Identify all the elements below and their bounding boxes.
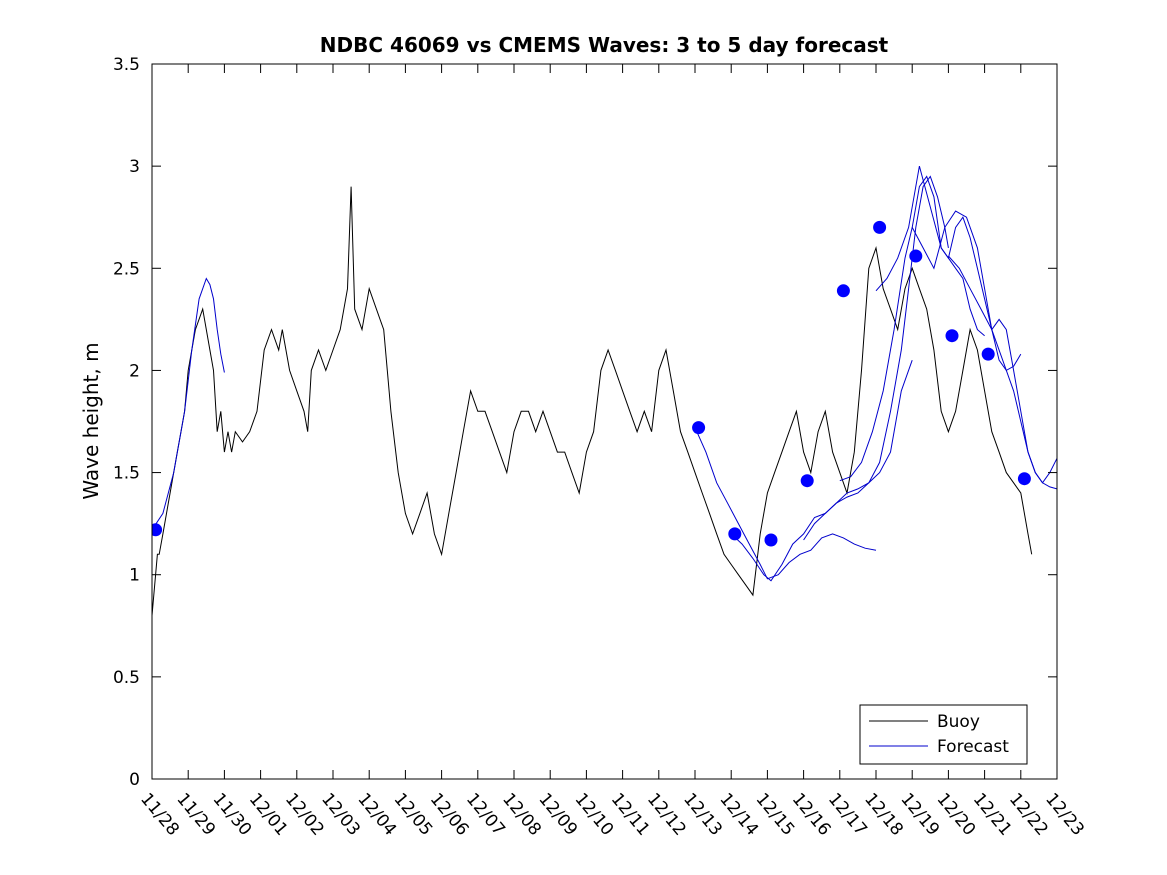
y-tick-label: 0 (129, 770, 140, 790)
forecast-start-marker (836, 284, 850, 298)
forecast-start-marker (1017, 472, 1031, 486)
x-tick-label: 12/12 (643, 789, 690, 839)
x-tick-label: 12/18 (860, 789, 907, 839)
x-tick-label: 12/19 (896, 789, 943, 839)
forecast-start-marker (981, 347, 995, 361)
forecast-start-marker (764, 533, 778, 547)
x-tick-label: 12/16 (788, 789, 835, 839)
forecast-series-line-6 (875, 165, 1022, 372)
x-tick-label: 12/17 (824, 789, 871, 839)
x-tick-label: 12/06 (426, 789, 473, 839)
legend-forecast-label: Forecast (937, 737, 1009, 757)
forecast-series-line-1 (152, 277, 225, 531)
x-tick-label: 12/05 (390, 789, 437, 839)
forecast-series-line-3 (730, 360, 913, 582)
forecast-start-marker (945, 329, 959, 343)
x-tick-label: 12/23 (1041, 789, 1088, 839)
legend: Buoy Forecast (859, 704, 1028, 765)
y-tick-label: 1.5 (113, 464, 140, 484)
x-tick-label: 11/30 (209, 789, 256, 839)
y-axis-label: Wave height, m (79, 342, 103, 499)
x-tick-label: 12/07 (462, 789, 509, 839)
forecast-start-marker (728, 527, 742, 541)
x-tick-label: 12/01 (245, 789, 292, 839)
chart-title: NDBC 46069 vs CMEMS Waves: 3 to 5 day fo… (320, 33, 889, 57)
x-tick-label: 12/21 (969, 789, 1016, 839)
forecast-start-marker (909, 249, 923, 263)
plot-area (152, 165, 1057, 616)
x-tick-label: 12/20 (933, 789, 980, 839)
forecast-series-line-8 (948, 255, 1057, 484)
x-tick-label: 12/15 (752, 789, 799, 839)
x-tick-label: 11/28 (136, 789, 183, 839)
x-tick-label: 12/22 (1005, 789, 1052, 839)
legend-buoy-label: Buoy (937, 712, 980, 732)
y-tick-label: 0.5 (113, 668, 140, 688)
forecast-start-marker (692, 421, 706, 435)
forecast-series-line-2 (694, 427, 877, 580)
x-tick-label: 12/08 (498, 789, 545, 839)
x-tick-label: 12/14 (715, 789, 762, 839)
y-tick-label: 3 (129, 157, 140, 177)
plot-frame (151, 63, 1058, 780)
x-tick-label: 12/02 (281, 789, 328, 839)
x-tick-label: 12/03 (317, 789, 364, 839)
forecast-start-marker (152, 523, 163, 537)
buoy-series-line (152, 186, 1033, 616)
x-tick-label: 12/13 (679, 789, 726, 839)
y-tick-label: 3.5 (113, 55, 140, 75)
x-tick-label: 11/29 (172, 789, 219, 839)
y-tick-label: 2.5 (113, 259, 140, 279)
x-tick-label: 12/11 (607, 789, 654, 839)
legend-box (859, 704, 1028, 765)
x-tick-label: 12/10 (571, 789, 618, 839)
forecast-series-line-5 (839, 175, 985, 482)
y-tick-label: 1 (129, 566, 140, 586)
data-layer (152, 165, 1057, 616)
forecast-start-marker (873, 220, 887, 234)
x-tick-label: 12/09 (534, 789, 581, 839)
x-tick-label: 12/04 (353, 789, 400, 839)
forecast-series-line-4 (803, 175, 949, 541)
forecast-start-marker (800, 474, 814, 488)
y-tick-label: 2 (129, 361, 140, 381)
